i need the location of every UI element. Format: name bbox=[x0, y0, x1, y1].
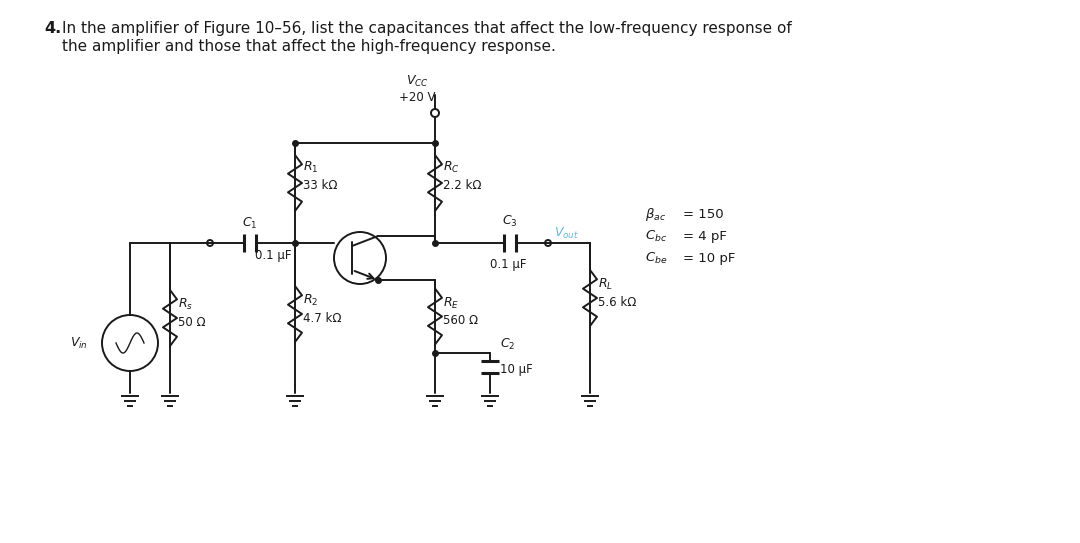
Text: 0.1 μF: 0.1 μF bbox=[255, 249, 292, 262]
Text: = 10 pF: = 10 pF bbox=[683, 252, 735, 265]
Text: $R_E$: $R_E$ bbox=[443, 295, 459, 311]
Text: $V_{in}$: $V_{in}$ bbox=[70, 336, 87, 351]
Text: 4.7 kΩ: 4.7 kΩ bbox=[303, 312, 341, 325]
Text: In the amplifier of Figure 10–56, list the capacitances that affect the low-freq: In the amplifier of Figure 10–56, list t… bbox=[62, 21, 792, 36]
Text: $V_{CC}$: $V_{CC}$ bbox=[406, 74, 429, 89]
Text: 560 Ω: 560 Ω bbox=[443, 314, 478, 327]
Text: = 4 pF: = 4 pF bbox=[683, 230, 727, 243]
Text: 10 μF: 10 μF bbox=[500, 363, 532, 376]
Text: $C_1$: $C_1$ bbox=[242, 216, 258, 231]
Text: $\beta_{ac}$: $\beta_{ac}$ bbox=[645, 206, 666, 223]
Text: 4.: 4. bbox=[44, 21, 62, 36]
Text: $C_{bc}$: $C_{bc}$ bbox=[645, 229, 667, 244]
Text: $R_L$: $R_L$ bbox=[598, 277, 613, 292]
Text: $R_1$: $R_1$ bbox=[303, 160, 319, 175]
Text: the amplifier and those that affect the high-frequency response.: the amplifier and those that affect the … bbox=[62, 39, 556, 54]
Text: 2.2 kΩ: 2.2 kΩ bbox=[443, 179, 482, 192]
Text: 5.6 kΩ: 5.6 kΩ bbox=[598, 296, 636, 309]
Text: 50 Ω: 50 Ω bbox=[178, 316, 205, 329]
Text: +20 V: +20 V bbox=[399, 91, 435, 104]
Text: $R_s$: $R_s$ bbox=[178, 297, 193, 312]
Text: = 150: = 150 bbox=[683, 208, 724, 221]
Text: $C_{be}$: $C_{be}$ bbox=[645, 251, 667, 266]
Text: 0.1 μF: 0.1 μF bbox=[489, 258, 526, 271]
Text: $V_{out}$: $V_{out}$ bbox=[554, 226, 579, 241]
Text: $R_2$: $R_2$ bbox=[303, 293, 319, 308]
Text: $C_3$: $C_3$ bbox=[502, 214, 517, 229]
Text: 33 kΩ: 33 kΩ bbox=[303, 179, 337, 192]
Text: $C_2$: $C_2$ bbox=[500, 337, 515, 352]
Text: $R_C$: $R_C$ bbox=[443, 160, 460, 175]
